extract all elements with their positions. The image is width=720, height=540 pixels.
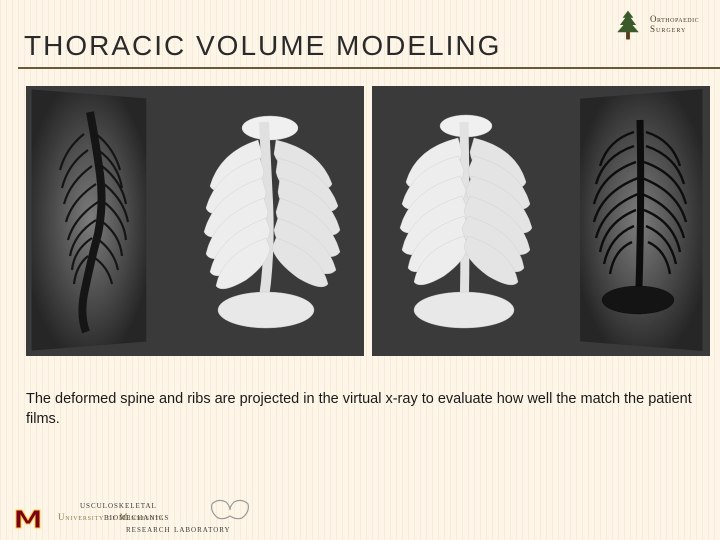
umn-m-icon [14, 502, 52, 532]
caption-text: The deformed spine and ribs are projecte… [26, 390, 720, 429]
lab-line2: biomechanics [104, 512, 231, 524]
panel-left [26, 86, 364, 356]
header-logo: Orthopaedic Surgery [610, 4, 710, 46]
image-row [26, 86, 720, 356]
panel-right [372, 86, 710, 356]
ribcage-anterior-white-icon [382, 102, 550, 342]
logo-line2: Surgery [650, 25, 699, 35]
ribcage-oblique-white-icon [180, 102, 356, 342]
title-underline [18, 67, 720, 69]
page-title: THORACIC VOLUME MODELING [24, 30, 501, 62]
spine-lateral-dark-icon [40, 104, 140, 340]
logo-text: Orthopaedic Surgery [650, 15, 699, 35]
ribcage-ap-dark-icon [586, 114, 694, 324]
lab-line3: research laboratory [126, 524, 231, 536]
cedar-tree-icon [610, 7, 646, 43]
lab-line1: usculoskeletal [80, 500, 231, 512]
lab-name: usculoskeletal biomechanics research lab… [80, 500, 231, 536]
